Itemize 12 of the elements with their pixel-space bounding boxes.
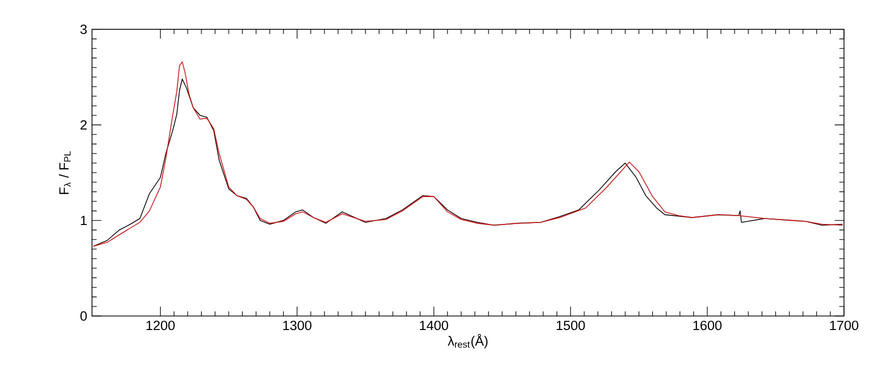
x-axis-title: λ$_{rest}$(Å) — [448, 334, 488, 348]
y-tick-label: 0 — [80, 311, 87, 321]
y-tick-label: 1 — [80, 216, 87, 226]
x-tick-label: 1700 — [830, 320, 858, 330]
x-tick-label: 1500 — [556, 320, 585, 330]
x-tick-label: 1200 — [146, 320, 175, 330]
x-tick-label: 1600 — [693, 320, 722, 330]
y-axis-title: F$_{λ}$ / F$_{PL}$ — [58, 151, 71, 194]
x-tick-label: 1400 — [420, 320, 448, 330]
x-tick-label: 1300 — [283, 320, 312, 330]
y-tick-label: 2 — [80, 120, 87, 130]
y-tick-label: 3 — [80, 24, 87, 34]
